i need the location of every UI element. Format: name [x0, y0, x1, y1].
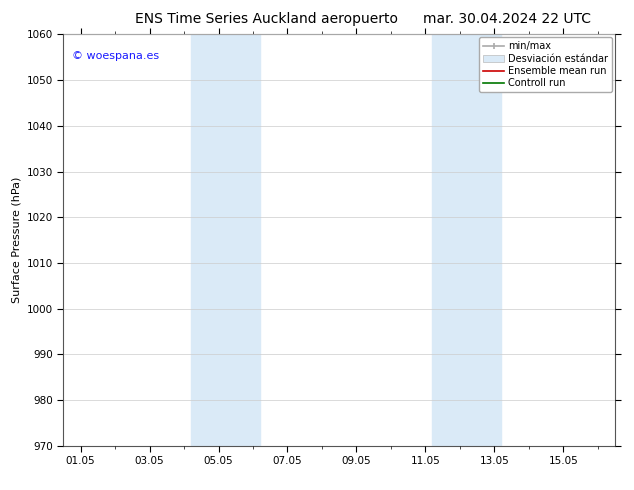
Text: ENS Time Series Auckland aeropuerto: ENS Time Series Auckland aeropuerto	[135, 12, 398, 26]
Bar	[191, 34, 260, 446]
Text: © woespana.es: © woespana.es	[72, 51, 158, 61]
Legend: min/max, Desviación estándar, Ensemble mean run, Controll run: min/max, Desviación estándar, Ensemble m…	[479, 37, 612, 92]
Y-axis label: Surface Pressure (hPa): Surface Pressure (hPa)	[11, 177, 21, 303]
Text: mar. 30.04.2024 22 UTC: mar. 30.04.2024 22 UTC	[424, 12, 591, 26]
Bar	[432, 34, 501, 446]
